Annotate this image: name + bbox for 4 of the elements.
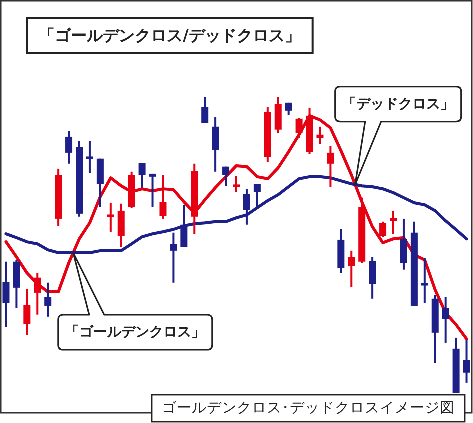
annotation: 「デッドクロス」 <box>342 96 454 112</box>
annotation: 「ゴールデンクロス」 <box>65 324 206 340</box>
text: ゴールデンクロス･デッドクロスイメージ図 <box>162 400 455 416</box>
chart-title: 「ゴールデンクロス/デッドクロス」 <box>39 26 301 45</box>
